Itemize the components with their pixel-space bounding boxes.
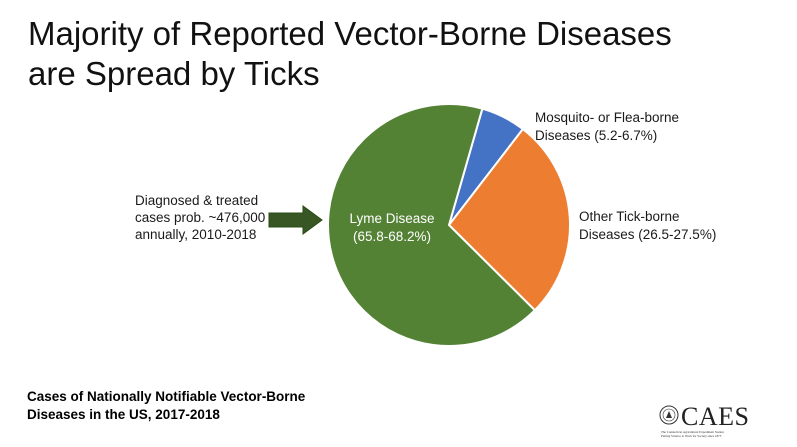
page-title: Majority of Reported Vector-Borne Diseas… xyxy=(28,14,672,94)
label-mosquito-flea-borne: Mosquito- or Flea-borne Diseases (5.2-6.7… xyxy=(535,110,679,143)
caes-logo: CAES The Connecticut Agricultural Experi… xyxy=(659,402,779,442)
title-line-2: are Spread by Ticks xyxy=(28,55,320,92)
seal-icon xyxy=(659,405,679,425)
label-lyme-disease: Lyme Disease (65.8-68.2%) xyxy=(349,211,434,244)
arrow-icon xyxy=(268,205,323,235)
caption-line-1: Cases of Nationally Notifiable Vector-Bo… xyxy=(27,389,306,404)
cases-annotation: Diagnosed & treated cases prob. ~476,000… xyxy=(135,192,310,243)
slice-other-tick-borne xyxy=(447,127,571,312)
label-other-tick-borne: Other Tick-borne Diseases (26.5-27.5%) xyxy=(579,209,716,242)
title-line-1: Majority of Reported Vector-Borne Diseas… xyxy=(28,15,672,52)
chart-caption: Cases of Nationally Notifiable Vector-Bo… xyxy=(27,388,305,424)
caption-line-2: Diseases in the US, 2017-2018 xyxy=(27,407,220,422)
logo-subtitle: The Connecticut Agricultural Experiment … xyxy=(661,430,724,438)
annotation-line-3: annually, 2010-2018 xyxy=(135,227,257,242)
logo-name: CAES xyxy=(681,402,750,431)
slice-lyme-disease xyxy=(327,103,537,347)
annotation-line-2: cases prob. ~476,000 xyxy=(135,210,266,225)
annotation-line-1: Diagnosed & treated xyxy=(135,193,259,208)
